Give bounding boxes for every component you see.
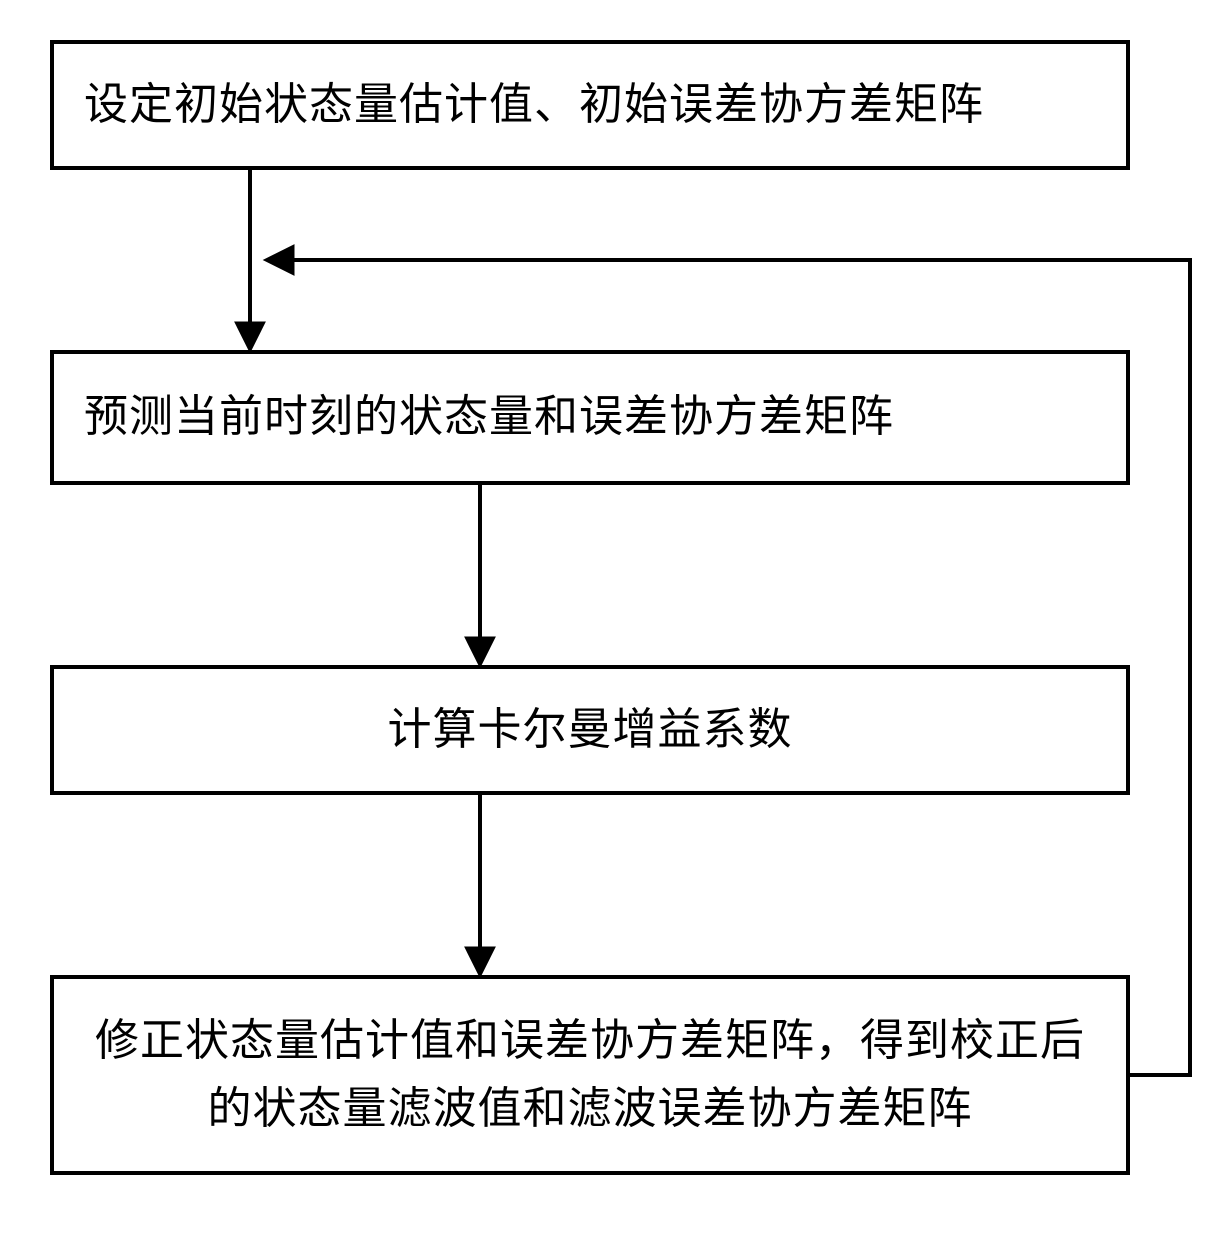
flow-node-init: 设定初始状态量估计值、初始误差协方差矩阵	[50, 40, 1130, 170]
flow-node-label: 计算卡尔曼增益系数	[388, 696, 793, 764]
flowchart-canvas: 设定初始状态量估计值、初始误差协方差矩阵 预测当前时刻的状态量和误差协方差矩阵 …	[0, 0, 1227, 1240]
flow-node-label: 设定初始状态量估计值、初始误差协方差矩阵	[84, 71, 984, 139]
flow-node-predict: 预测当前时刻的状态量和误差协方差矩阵	[50, 350, 1130, 485]
flow-node-kalman-gain: 计算卡尔曼增益系数	[50, 665, 1130, 795]
flow-node-correct: 修正状态量估计值和误差协方差矩阵，得到校正后的状态量滤波值和滤波误差协方差矩阵	[50, 975, 1130, 1175]
flow-node-label: 修正状态量估计值和误差协方差矩阵，得到校正后的状态量滤波值和滤波误差协方差矩阵	[84, 1007, 1096, 1143]
flow-node-label: 预测当前时刻的状态量和误差协方差矩阵	[84, 383, 894, 451]
